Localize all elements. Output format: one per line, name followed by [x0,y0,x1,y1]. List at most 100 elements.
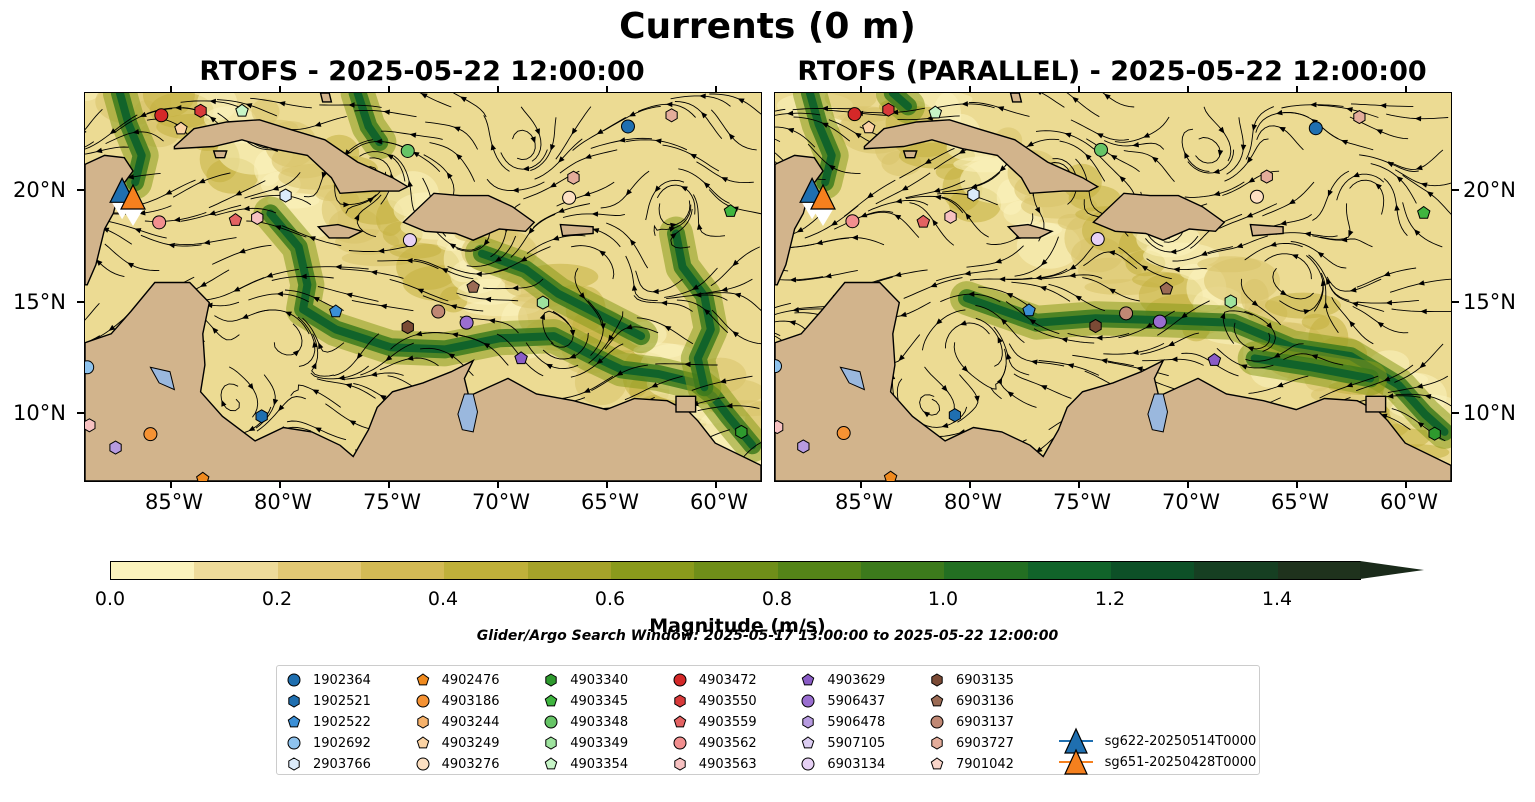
streamline-arrow [1417,280,1425,286]
streamline-arrow [935,318,943,325]
legend-item: 7901042 [930,754,1014,774]
central-america-land [85,281,761,481]
circle-marker-icon [287,673,301,687]
colorbar [110,561,1361,580]
x-tick-mark [497,481,500,488]
streamline-arrow [278,101,286,107]
streamline-arrow [1303,309,1311,315]
streamline-arrow [409,132,417,138]
y-tick-mark [1452,412,1459,415]
legend-label: 4903249 [441,735,500,751]
argo-float-marker [665,108,678,123]
legend-marker [930,715,944,729]
argo-float-marker [1308,121,1323,136]
legend-label: 4903472 [698,672,757,688]
streamline-arrow [697,223,703,230]
legend-item: 4903249 [416,733,500,753]
streamline-arrow [967,291,975,297]
streamline-arrow [415,330,423,337]
map-panel-rtofs-parallel[interactable] [774,92,1452,482]
streamline-arrow [1240,144,1247,152]
x-tick-mark [1405,86,1408,93]
pinos-land [902,150,918,159]
hexagon-marker-icon [674,694,686,708]
streamline-arrow [901,185,909,191]
colorbar-segment [1277,562,1361,579]
y-tick-mark [77,300,84,303]
argo-float-marker [916,214,931,228]
streamline-arrow [1424,394,1432,400]
legend-marker [930,757,944,770]
streamline-arrow [1251,300,1259,307]
x-tick-mark [606,481,609,488]
circle-marker-icon [801,757,815,771]
streamline-arrow [203,239,211,245]
streamline-arrow [1184,151,1190,159]
streamline-arrow [1396,176,1404,183]
y-tick-label: 15°N [1463,290,1516,314]
legend-marker [544,757,558,770]
legend-item: 2903766 [287,754,371,774]
x-tick-mark [388,481,391,488]
streamline-arrow [312,389,320,395]
argo-float-marker [251,210,264,225]
colorbar-segment [860,562,945,579]
streamline-arrow [1085,153,1092,161]
streamline-arrow [721,177,728,183]
legend-marker [673,673,687,687]
streamline-arrow [599,250,606,257]
circle-marker-icon [416,694,430,708]
pentagon-marker-icon [673,715,687,728]
legend-item: 4903345 [544,691,628,711]
streamline-arrow [665,101,673,108]
legend-item: 4902476 [416,670,500,690]
x-tick-mark [1187,86,1190,93]
legend-label: 6903136 [956,693,1014,709]
cuba-land [173,119,410,195]
streamline-arrow [221,399,227,407]
streamline-arrow [1414,229,1421,236]
pentagon-marker-icon [930,694,944,707]
streamline-arrow [994,258,1002,264]
legend-marker [801,694,815,708]
argo-float-marker [1353,110,1366,125]
x-tick-label: 85°W [835,490,893,514]
streamline-arrow [520,256,528,262]
x-tick-label: 60°W [690,490,748,514]
streamline-arrow [894,271,902,278]
streamline-arrow [670,222,677,229]
x-tick-label: 80°W [254,490,312,514]
streamline-arrow [545,363,553,370]
x-tick-mark [1296,481,1299,488]
y-tick-mark [77,412,84,415]
streamline-arrow [1414,116,1422,122]
streamline-arrow [165,189,173,195]
legend-marker [416,736,429,749]
y-tick-mark [1452,300,1459,303]
streamline-arrow [1220,312,1226,320]
streamline-arrow [345,383,353,389]
streamline-arrow [1240,364,1248,370]
streamline-arrow [629,239,636,246]
legend-marker [416,694,430,708]
streamline-arrow [1169,249,1177,255]
argo-float-marker [1249,189,1264,204]
streamline-arrow [924,158,932,164]
streamline-arrow [199,281,207,287]
streamline-arrow [1075,295,1082,302]
streamline-arrow [899,311,907,317]
streamline-arrow [999,165,1006,172]
streamline-arrow [1119,175,1126,183]
streamline-arrow [558,156,565,163]
streamline-arrow [549,182,557,188]
streamline-arrow [1108,250,1116,256]
streamline-arrow [534,128,540,136]
streamline-arrow [1006,352,1012,360]
streamline-arrow [314,427,322,433]
colorbar-segment [111,562,195,579]
map-panel-rtofs[interactable] [84,92,762,482]
streamline-arrow [1351,301,1359,307]
streamline-arrow [732,331,739,338]
jamaica-land [1006,223,1054,239]
streamline-arrow [734,292,742,298]
